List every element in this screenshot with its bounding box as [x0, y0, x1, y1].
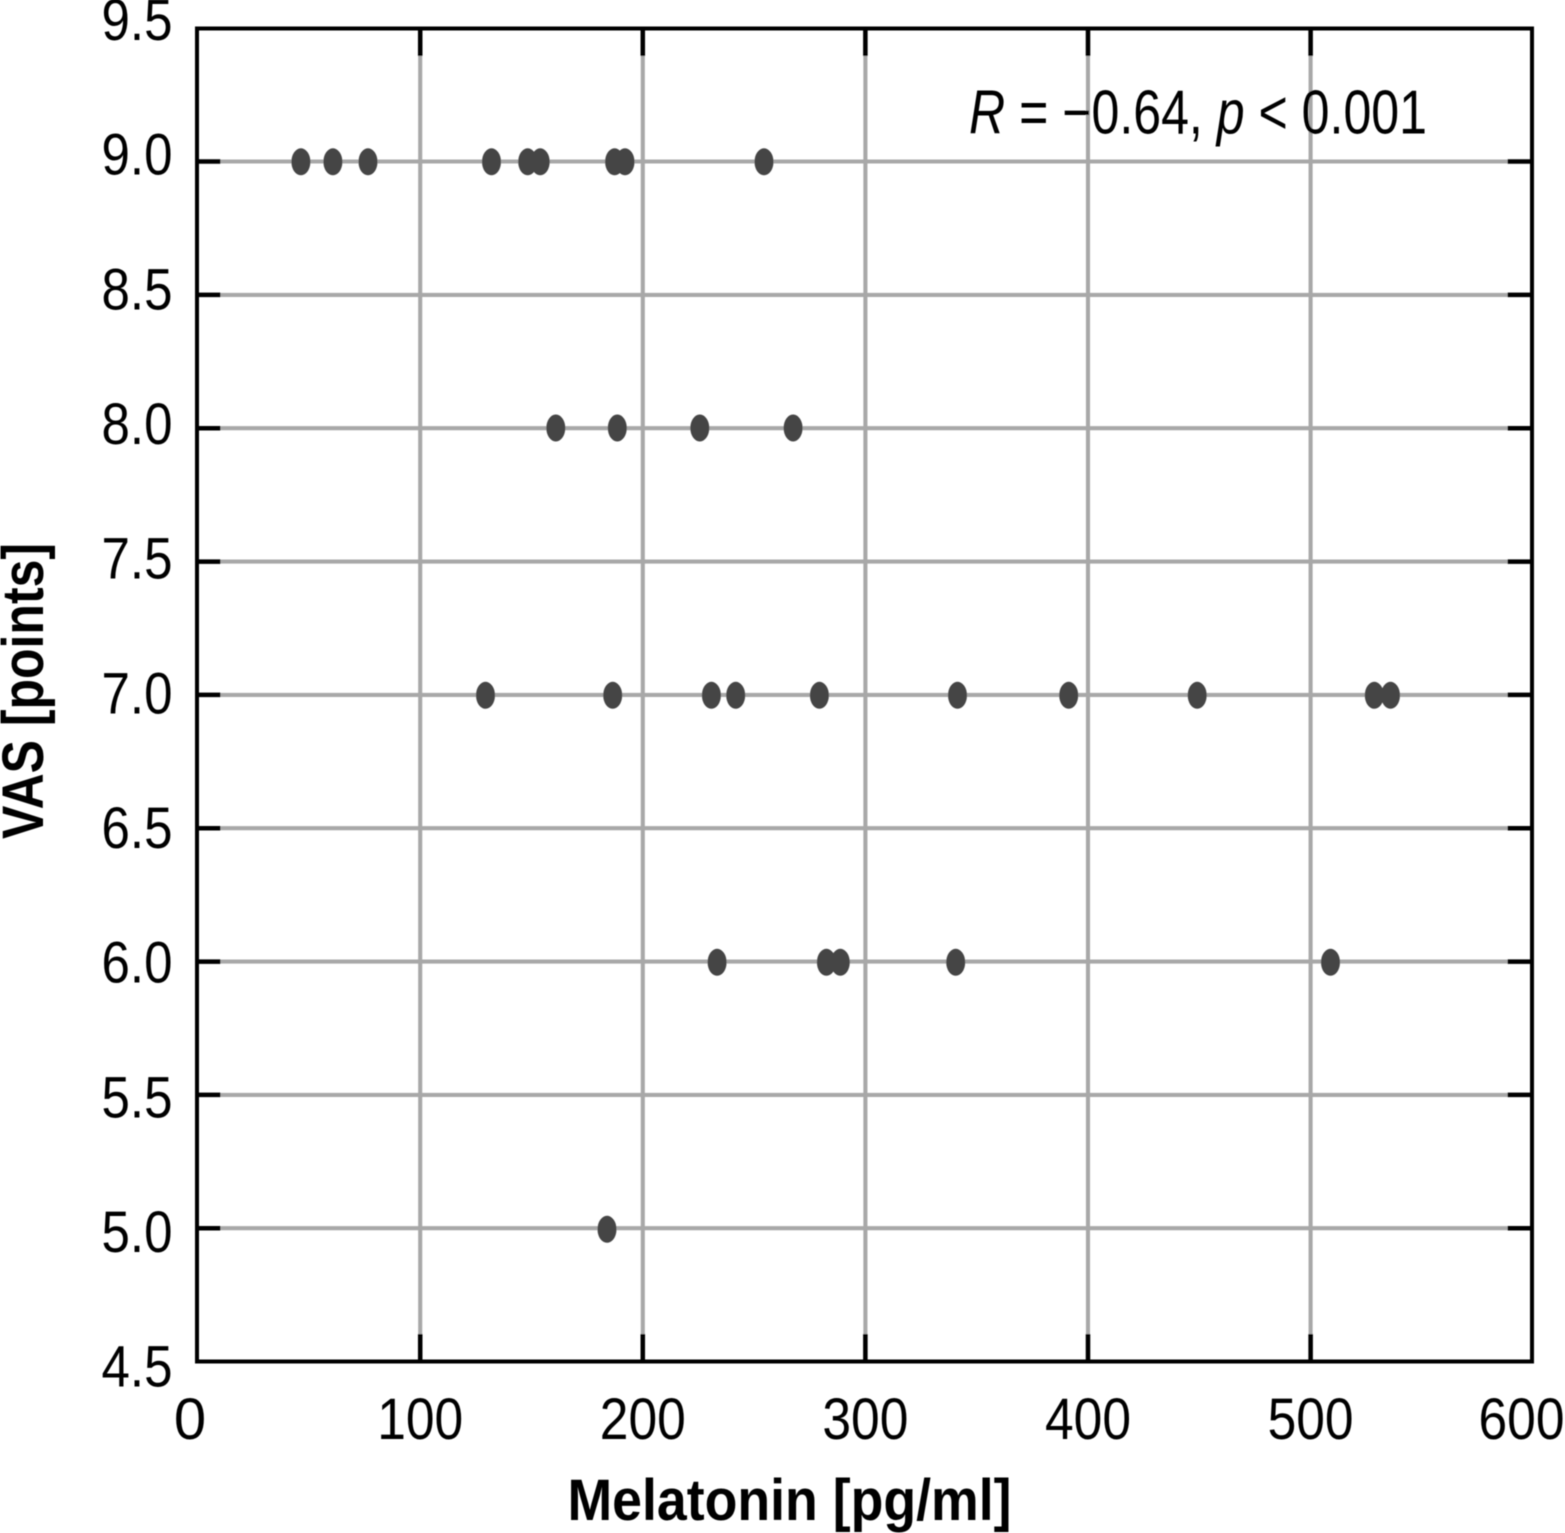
- svg-text:R = −0.64, p < 0.001: R = −0.64, p < 0.001: [969, 79, 1427, 148]
- svg-text:5.0: 5.0: [102, 1200, 173, 1265]
- svg-text:7.0: 7.0: [102, 661, 173, 726]
- svg-text:9.0: 9.0: [102, 123, 173, 188]
- svg-text:100: 100: [377, 1387, 463, 1452]
- svg-text:8.5: 8.5: [102, 257, 173, 322]
- svg-text:6.5: 6.5: [102, 796, 173, 861]
- svg-text:9.5: 9.5: [102, 0, 173, 53]
- svg-text:8.0: 8.0: [102, 392, 173, 457]
- svg-text:200: 200: [600, 1387, 686, 1452]
- svg-text:300: 300: [822, 1387, 908, 1452]
- svg-text:600: 600: [1479, 1387, 1565, 1452]
- svg-text:5.5: 5.5: [102, 1065, 173, 1130]
- svg-text:Melatonin [pg/ml]: Melatonin [pg/ml]: [568, 1468, 1012, 1533]
- svg-text:6.0: 6.0: [102, 931, 173, 996]
- svg-text:7.5: 7.5: [102, 527, 173, 592]
- svg-text:4.5: 4.5: [102, 1335, 173, 1400]
- svg-text:500: 500: [1268, 1387, 1354, 1452]
- svg-text:VAS [points]: VAS [points]: [0, 543, 56, 839]
- svg-text:400: 400: [1045, 1387, 1131, 1452]
- svg-text:0: 0: [174, 1387, 206, 1452]
